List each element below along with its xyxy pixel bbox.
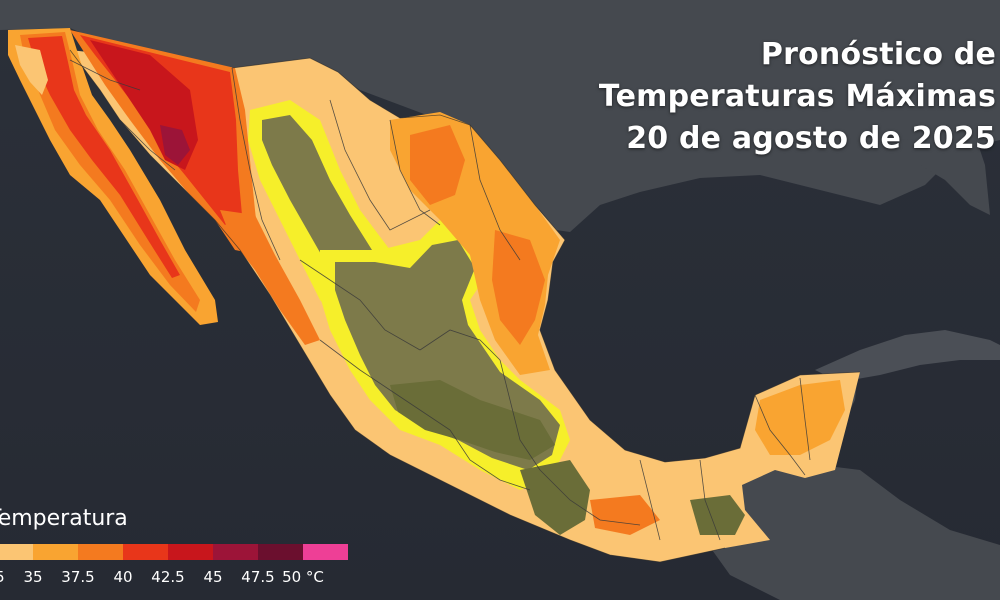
legend-label: 35 — [23, 568, 43, 586]
legend-swatch — [33, 544, 78, 560]
legend-swatch — [0, 544, 33, 560]
temperature-legend: Temperatura 32.5 35 37.5 40 42.5 45 47.5 50 °C — [0, 504, 388, 596]
legend-labels: 32.5 35 37.5 40 42.5 45 47.5 50 °C — [0, 568, 388, 590]
south-highland-olive — [520, 460, 590, 535]
legend-color-bar — [0, 544, 348, 560]
tamaulipas-hot-zone — [492, 230, 545, 345]
legend-swatch — [78, 544, 123, 560]
central-highland-olive — [390, 380, 555, 460]
chiapas-highland-olive — [690, 495, 745, 535]
usa-land — [0, 0, 1000, 232]
baja-mild-patch — [15, 45, 48, 95]
south-hot-patch — [590, 495, 660, 535]
cuba-land — [815, 330, 1000, 382]
legend-label: 32.5 — [0, 568, 5, 586]
legend-swatch — [123, 544, 168, 560]
title-line-1: Pronóstico de — [760, 37, 996, 72]
coastlines — [69, 49, 861, 563]
state-borders — [69, 59, 811, 541]
legend-swatch — [258, 544, 303, 560]
baja-very-hot-zone — [28, 36, 180, 278]
legend-swatch — [213, 544, 258, 560]
legend-title: Temperatura — [0, 506, 128, 531]
legend-swatch — [303, 544, 348, 560]
northeast-hot-zone — [410, 125, 465, 205]
legend-label: 50 °C — [282, 568, 324, 586]
legend-swatch — [168, 544, 213, 560]
legend-label: 47.5 — [241, 568, 275, 586]
legend-label: 42.5 — [151, 568, 185, 586]
title-line-3: 20 de agosto de 2025 — [626, 121, 996, 156]
legend-label: 45 — [203, 568, 223, 586]
legend-label: 40 — [113, 568, 133, 586]
west-coast-hot-zone — [220, 210, 320, 345]
central-america-land — [700, 465, 1000, 600]
legend-label: 37.5 — [61, 568, 95, 586]
florida-land — [900, 135, 990, 215]
map-title: Pronóstico de Temperaturas Máximas 20 de… — [396, 34, 996, 160]
sonora-extreme-core — [160, 125, 190, 165]
title-line-2: Temperaturas Máximas — [598, 79, 996, 114]
yucatan-warm-zone — [755, 380, 845, 455]
